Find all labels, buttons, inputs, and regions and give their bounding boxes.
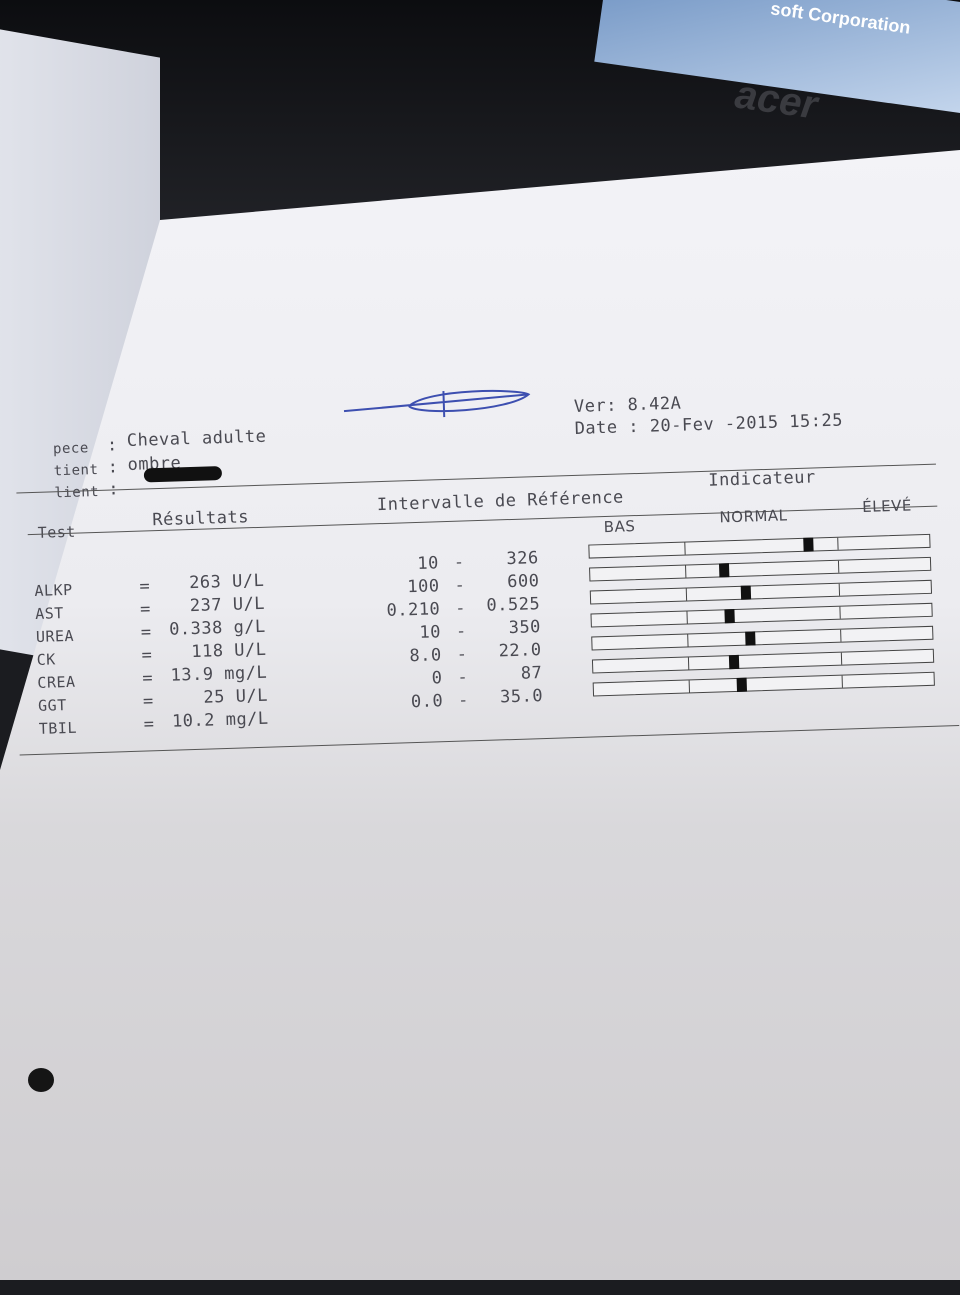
test-result: 25 U/L: [203, 685, 269, 708]
ref-dash: -: [453, 552, 465, 573]
ref-high: 35.0: [499, 686, 544, 708]
indicator-bar: [591, 648, 935, 674]
ref-low: 0: [431, 668, 443, 689]
equals-sign: =: [139, 599, 152, 620]
ref-high: 326: [506, 548, 540, 570]
indicator-segment-divider: [686, 611, 689, 624]
indicator-segment-divider: [685, 565, 687, 578]
indicator-segment-divider: [685, 588, 688, 601]
patient-sep: :: [107, 457, 119, 478]
indicator-segment-divider: [839, 606, 841, 619]
indicator-marker: [803, 537, 814, 552]
test-result: 237 U/L: [189, 593, 266, 617]
indicator-marker: [745, 631, 756, 646]
ref-low: 0.210: [386, 599, 441, 621]
test-name: GGT: [37, 696, 67, 715]
indicator-segment-divider: [837, 537, 839, 550]
punch-hole: [28, 1068, 54, 1092]
species-value: Cheval adulte: [126, 426, 267, 452]
signature: [343, 389, 531, 418]
ref-high: 0.525: [486, 594, 541, 616]
test-name: CK: [36, 650, 57, 669]
ref-dash: -: [457, 667, 469, 688]
indicator-marker: [719, 563, 730, 578]
ref-high: 350: [508, 617, 542, 639]
ref-low: 100: [407, 576, 440, 598]
test-result: 0.338 g/L: [168, 616, 267, 640]
equals-sign: =: [143, 714, 155, 735]
ref-high: 87: [520, 663, 543, 684]
equals-sign: =: [142, 691, 155, 712]
indicator-segment-divider: [841, 675, 844, 688]
ref-dash: -: [456, 644, 468, 665]
label-low: BAS: [603, 517, 636, 537]
test-name: UREA: [35, 626, 75, 646]
ref-high: 600: [506, 571, 540, 593]
indicator-segment-divider: [688, 680, 691, 693]
indicator-segment-divider: [841, 652, 843, 665]
indicator-segment-divider: [687, 634, 689, 647]
test-name: CREA: [37, 672, 76, 692]
col-reference: Intervalle de Référence: [376, 487, 625, 516]
lab-report-paper: [0, 150, 960, 1280]
test-name: AST: [34, 604, 65, 623]
indicator-segment-divider: [838, 560, 840, 573]
species-sep: :: [106, 435, 119, 456]
ref-low: 8.0: [409, 645, 443, 667]
patient-label: tient: [53, 461, 99, 480]
indicator-marker: [740, 585, 751, 600]
indicator-marker: [736, 677, 747, 692]
test-result: 263 U/L: [188, 570, 265, 594]
ref-dash: -: [457, 690, 470, 711]
indicator-segment-divider: [838, 583, 841, 596]
test-name: ALKP: [34, 580, 73, 600]
ref-dash: -: [454, 575, 466, 596]
species-label: pece: [52, 440, 90, 458]
equals-sign: =: [141, 668, 154, 689]
indicator-segment-divider: [688, 657, 690, 670]
indicator-bar: [589, 579, 933, 605]
ref-low: 0.0: [410, 691, 444, 713]
ref-dash: -: [454, 598, 467, 619]
equals-sign: =: [139, 576, 151, 597]
ref-low: 10: [417, 553, 440, 574]
ref-high: 22.0: [498, 640, 542, 662]
indicator-bar: [589, 556, 932, 582]
indicator-segment-divider: [684, 542, 686, 555]
indicator-bar: [591, 625, 934, 651]
test-result: 118 U/L: [191, 639, 267, 663]
test-result: 10.2 mg/L: [171, 708, 269, 732]
indicator-marker: [724, 609, 735, 624]
col-indicator: Indicateur: [708, 467, 816, 491]
indicator-bar: [588, 533, 931, 559]
version: Ver: 8.42A: [573, 393, 682, 417]
client-redaction: [143, 466, 223, 483]
indicator-bar: [590, 602, 933, 628]
equals-sign: =: [141, 645, 153, 666]
test-result: 13.9 mg/L: [170, 662, 268, 686]
indicator-bar: [592, 671, 935, 697]
client-label: lient: [54, 483, 100, 502]
label-normal: NORMAL: [719, 506, 788, 527]
divider: [19, 725, 960, 756]
test-name: TBIL: [38, 718, 78, 738]
ref-low: 10: [419, 622, 442, 643]
equals-sign: =: [140, 622, 152, 643]
label-high: ÉLEVÉ: [861, 496, 913, 516]
indicator-marker: [728, 654, 740, 670]
indicator-segment-divider: [840, 629, 842, 642]
ref-dash: -: [455, 621, 468, 642]
